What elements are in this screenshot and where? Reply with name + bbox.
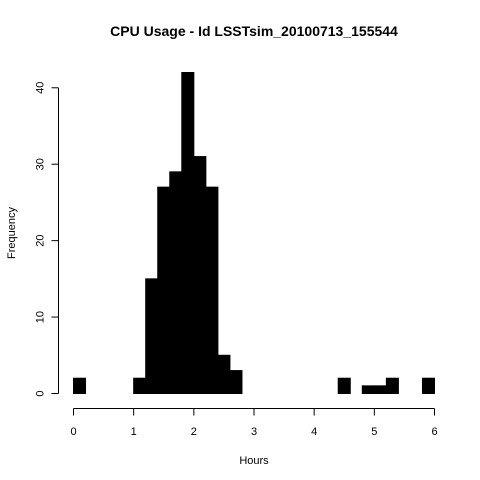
histogram-bar xyxy=(133,377,147,395)
histogram-bar xyxy=(337,377,351,395)
x-tick-label: 6 xyxy=(431,426,437,438)
bars-group xyxy=(73,72,436,395)
histogram-bar xyxy=(205,186,219,394)
y-tick-label: 10 xyxy=(35,311,47,323)
y-axis-label: Frequency xyxy=(6,207,18,259)
histogram-bar xyxy=(181,72,195,394)
x-axis-label: Hours xyxy=(239,455,269,467)
chart-title: CPU Usage - Id LSSTsim_20100713_155544 xyxy=(110,23,398,39)
x-tick-label: 4 xyxy=(311,426,317,438)
x-tick-label: 0 xyxy=(70,426,76,438)
histogram-bar xyxy=(373,385,387,395)
histogram-bar xyxy=(145,278,159,395)
x-tick-label: 5 xyxy=(371,426,377,438)
x-tick-label: 2 xyxy=(191,426,197,438)
histogram-bar xyxy=(169,171,183,394)
histogram-bar xyxy=(217,354,231,394)
histogram-bar xyxy=(157,186,171,394)
x-tick-label: 1 xyxy=(131,426,137,438)
histogram-bar xyxy=(421,377,436,395)
y-axis: 0 10 20 30 40 xyxy=(35,82,59,397)
histogram-bar xyxy=(193,156,207,394)
y-tick-label: 0 xyxy=(35,390,47,396)
histogram-bar xyxy=(385,377,399,395)
y-tick-label: 40 xyxy=(35,82,47,94)
x-tick-label: 3 xyxy=(251,426,257,438)
y-tick-label: 20 xyxy=(35,235,47,247)
histogram-bar xyxy=(361,385,375,395)
histogram-bar xyxy=(229,370,243,395)
y-tick-label: 30 xyxy=(35,158,47,170)
x-axis: 0 1 2 3 4 5 6 xyxy=(70,408,438,438)
histogram-bar xyxy=(73,377,87,395)
